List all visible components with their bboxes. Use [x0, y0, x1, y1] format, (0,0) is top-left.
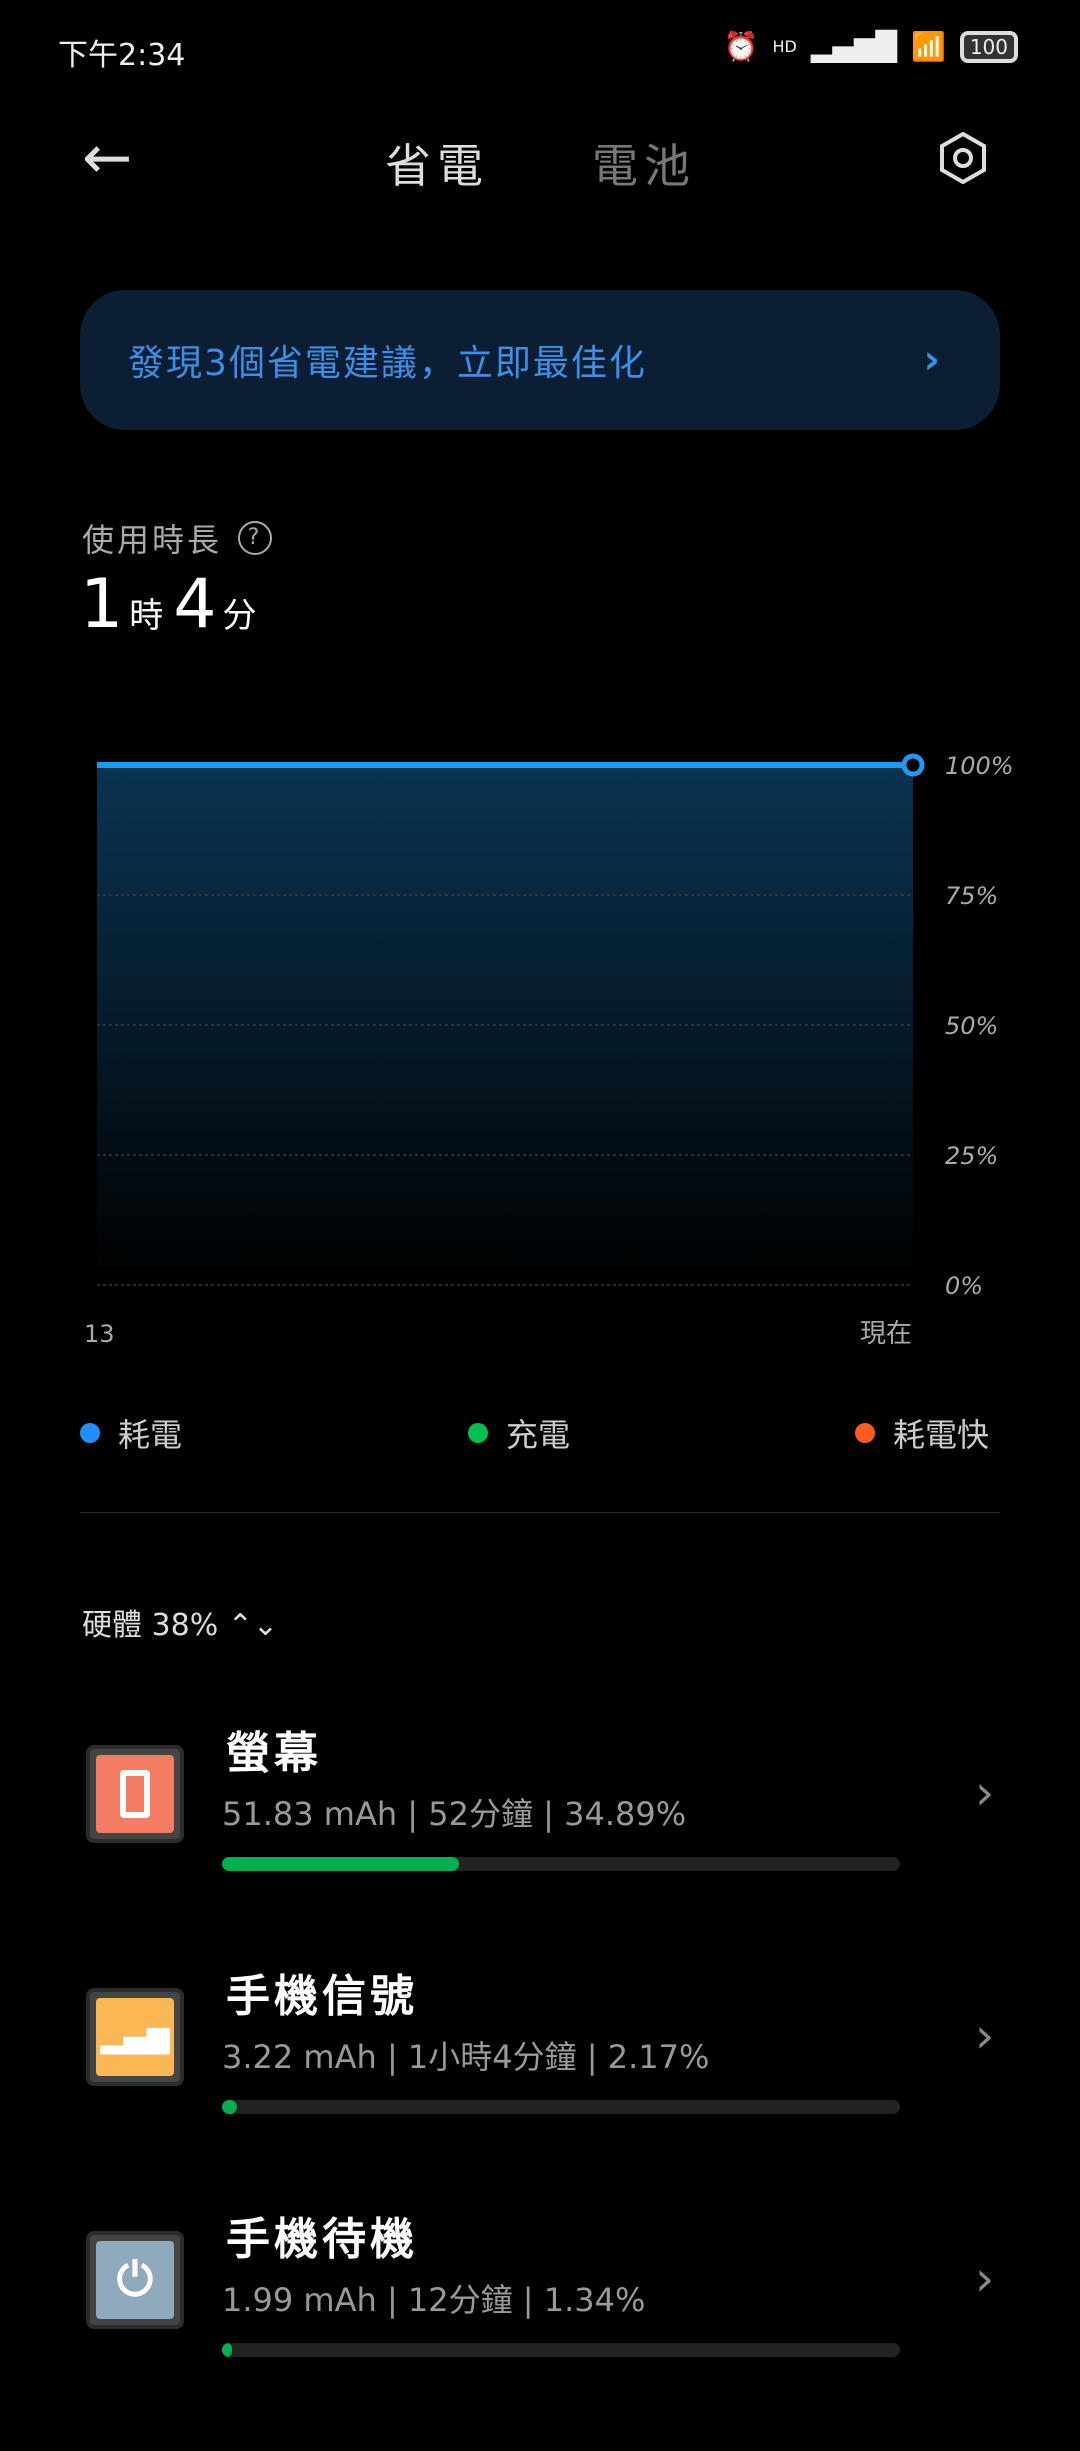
y-tick-label: 75% — [945, 882, 998, 910]
current-point — [901, 753, 925, 777]
status-time: 下午2:34 — [58, 38, 186, 73]
sort-icon: ⌃⌄ — [227, 1608, 279, 1643]
chevron-right-icon: › — [975, 2251, 995, 2307]
x-tick-label: 13 — [84, 1320, 115, 1348]
alarm-icon: ⏰ — [723, 30, 759, 63]
legend-label: 耗電快 — [893, 1416, 990, 1454]
item-title: 螢幕 — [226, 1728, 322, 1779]
usage-bar — [222, 1857, 900, 1871]
usage-bar-fill — [222, 2343, 233, 2357]
help-icon[interactable]: ? — [238, 521, 273, 555]
usage-bar — [222, 2343, 900, 2357]
screen-icon — [86, 1745, 184, 1843]
optimize-banner[interactable]: 發現3個省電建議，立即最佳化 › — [80, 290, 1000, 430]
item-detail: 51.83 mAh | 52分鐘 | 34.89% — [222, 1795, 687, 1833]
item-detail: 3.22 mAh | 1小時4分鐘 | 2.17% — [222, 2038, 710, 2076]
chevron-right-icon: › — [975, 1765, 995, 1821]
divider — [80, 1512, 1000, 1513]
settings-gear-icon[interactable] — [937, 132, 989, 184]
list-item-signal[interactable]: ▂▄▆ 手機信號 3.22 mAh | 1小時4分鐘 | 2.17% › — [0, 1971, 1080, 2208]
y-tick-label: 100% — [945, 752, 1014, 780]
legend-charge: 充電 — [468, 1410, 570, 1456]
item-title: 手機信號 — [226, 1971, 418, 2022]
hours-unit: 時 — [129, 596, 164, 636]
usage-label: 使用時長 — [82, 521, 223, 559]
chevron-right-icon: › — [975, 2008, 995, 2064]
usage-label-row: 使用時長 ? — [82, 515, 273, 561]
usage-bar — [222, 2100, 900, 2114]
power-icon: ⏻ — [86, 2231, 184, 2329]
legend-label: 耗電 — [118, 1416, 183, 1454]
item-detail: 1.99 mAh | 12分鐘 | 1.34% — [222, 2281, 646, 2319]
chevron-right-icon: › — [923, 337, 942, 383]
x-tick-label: 現在 — [860, 1319, 912, 1349]
legend-label: 充電 — [506, 1416, 571, 1454]
tab-power-saving[interactable]: 省電 — [385, 139, 489, 193]
usage-duration: 1 時 4 分 — [80, 565, 267, 644]
signal-icon: ▂▄▆ — [86, 1988, 184, 2086]
tab-battery[interactable]: 電池 — [592, 139, 696, 193]
list-item-standby[interactable]: ⏻ 手機待機 1.99 mAh | 12分鐘 | 1.34% › — [0, 2214, 1080, 2451]
list-item-screen[interactable]: 螢幕 51.83 mAh | 52分鐘 | 34.89% › — [0, 1728, 1080, 1965]
usage-bar-fill — [222, 2100, 237, 2114]
hardware-label: 硬體 38% — [82, 1608, 219, 1643]
minutes: 4 — [173, 565, 217, 644]
battery-chart: 0% 25% 50% 75% 100% 13 現在 — [84, 752, 1014, 1349]
battery-icon: 100 — [959, 30, 1018, 63]
hardware-sort-toggle[interactable]: 硬體 38% ⌃⌄ — [82, 1600, 278, 1644]
y-tick-label: 50% — [945, 1012, 998, 1040]
legend-dot — [468, 1423, 488, 1443]
minutes-unit: 分 — [222, 596, 257, 636]
y-tick-label: 25% — [945, 1142, 998, 1170]
status-icons: ⏰ HD ▂▄▆█ 📶 100 — [724, 30, 1018, 63]
legend-dot — [80, 1423, 100, 1443]
legend-discharge: 耗電 — [80, 1410, 182, 1456]
banner-text: 發現3個省電建議，立即最佳化 — [128, 343, 647, 384]
network-label: HD — [772, 37, 797, 56]
y-tick-label: 0% — [945, 1272, 983, 1300]
legend-fast-drain: 耗電快 — [855, 1410, 989, 1456]
usage-bar-fill — [222, 1857, 459, 1871]
wifi-icon: 📶 — [910, 30, 946, 63]
item-title: 手機待機 — [226, 2214, 418, 2265]
signal-icon: ▂▄▆█ — [810, 30, 897, 63]
hours: 1 — [80, 565, 124, 644]
back-button[interactable]: ← — [82, 123, 133, 193]
legend-dot — [855, 1423, 875, 1443]
